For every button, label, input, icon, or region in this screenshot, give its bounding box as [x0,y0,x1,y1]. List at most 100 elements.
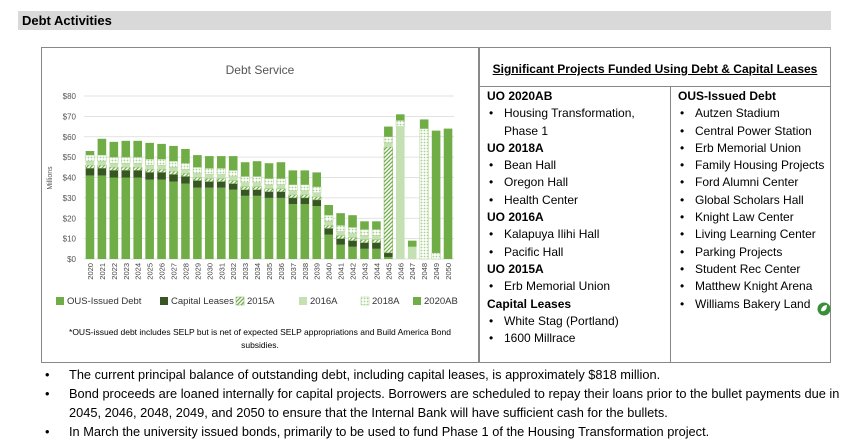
bar-segment-2015a [371,239,381,243]
summary-bullet: The current principal balance of outstan… [45,365,845,384]
project-item: Knight Law Center [678,209,828,227]
bar-segment-2016a [240,182,250,187]
bar-segment-2020ab [276,162,286,179]
x-tick-label: 2041 [337,263,346,280]
bar-segment-2018a [288,184,298,191]
bar-segment-2016a [228,176,238,181]
debt-service-chart: Debt Service $0 $10 $20 $30 $40 $50 $60 $70 $80 M… [41,47,479,363]
summary-bullets: The current principal balance of outstan… [45,365,845,441]
project-item: Health Center [487,192,667,210]
bar-segment-2020ab [300,170,310,185]
y-tick-label: $30 [63,194,77,203]
x-tick-label: 2049 [432,263,441,280]
bar-segment-2020ab [133,140,143,158]
x-tick-label: 2028 [181,263,190,280]
bar-segment-2015a [180,173,190,177]
bar-segment-2018a [324,214,334,222]
project-item: Kalapuya Ilihi Hall [487,226,667,244]
bar-segment-ous-issued-debt [372,248,381,259]
bar-segment-2016a [145,165,154,170]
legend-label: 2020AB [424,296,458,307]
bar-segment-ous-issued-debt [384,256,393,259]
x-tick-label: 2025 [146,263,155,280]
bar-segment-ous-issued-debt [312,206,322,259]
bar-segment-2020ab [109,141,119,158]
bar-segment-2016a [181,169,190,174]
x-tick-label: 2050 [444,263,453,280]
x-tick-label: 2039 [313,263,322,280]
bar-segment-2015a [85,165,95,169]
bar-segment-2016a [169,167,178,172]
bar-segment-ous-issued-debt [97,175,107,259]
project-item: Student Rec Center [678,261,828,279]
bar-segment-2015a [359,239,370,243]
bar-segment-2016a [384,142,393,147]
x-tick-label: 2047 [408,263,417,280]
left-group-title: UO 2018A [487,140,544,155]
x-tick-label: 2042 [349,263,358,280]
project-item: Oregon Hall [487,174,667,192]
legend-swatch [413,297,421,305]
legend-swatch [360,296,370,306]
bar-segment-ous-issued-debt [193,187,202,259]
bar-segment-2015a [383,146,393,254]
x-tick-label: 2043 [360,263,369,280]
bar-segment-capital-leases [288,197,298,204]
bar-segment-2015a [300,194,310,199]
bar-segment-2018a [276,178,286,185]
y-tick-label: $70 [63,112,77,121]
project-item: 1600 Millrace [487,330,667,348]
bar-segment-ous-issued-debt [133,177,143,259]
bar-segment-2015a [157,169,167,173]
section-title: Debt Activities [22,13,112,28]
x-tick-label: 2048 [420,263,429,280]
project-item: Central Power Station [678,123,828,141]
bar-segment-2018a [228,170,238,177]
x-tick-label: 2033 [241,263,250,280]
bar-segment-2018a [348,227,358,234]
bar-segment-capital-leases [193,180,202,188]
x-tick-label: 2044 [372,263,381,280]
left-group-list: Erb Memorial Union [487,278,667,296]
bar-segment-2020ab [205,156,214,169]
bar-segment-2018a [192,167,202,174]
bar-segment-2020ab [157,143,166,160]
bar-segment-ous-issued-debt [336,244,345,259]
bar-segment-ous-issued-debt [109,177,119,259]
bar-segment-2018a [97,154,107,162]
bar-segment-2016a [395,126,405,259]
bar-segment-2015a [252,186,262,190]
project-item: Ford Alumni Center [678,174,828,192]
project-item: Matthew Knight Arena [678,278,828,296]
y-tick-label: $40 [63,174,77,183]
bar-segment-2020ab [288,170,298,185]
bar-segment-2016a [157,165,166,170]
bar-segment-ous-issued-debt [216,187,226,259]
projects-column-divider [670,86,671,362]
bar-segment-2016a [348,233,357,238]
bar-segment-2020ab [181,148,190,164]
bar-segment-2018a [252,176,262,183]
bar-segment-ous-issued-debt [264,197,274,259]
bar-segment-2015a [121,167,131,171]
bar-segment-2018a [240,176,250,183]
y-axis-label: Millions [47,166,54,190]
bar-segment-ous-issued-debt [324,234,333,259]
bar-segment-capital-leases [121,170,131,178]
bar-segment-2015a [168,171,179,175]
bar-segment-capital-leases [276,191,286,198]
bar-segment-capital-leases [300,197,310,204]
bar-segment-ous-issued-debt [252,195,262,259]
bar-segment-2018a [204,168,214,175]
bar-segment-2018a [312,186,322,194]
bar-segment-ous-issued-debt [181,183,190,259]
y-tick-label: $20 [63,214,77,223]
x-tick-label: 2026 [158,263,167,280]
bar-segment-capital-leases [372,242,381,249]
project-item: Parking Projects [678,244,828,262]
x-tick-label: 2023 [122,263,131,280]
legend-label: 2016A [310,296,338,307]
bar-segment-capital-leases [157,172,166,180]
bar-segment-2015a [133,167,143,171]
